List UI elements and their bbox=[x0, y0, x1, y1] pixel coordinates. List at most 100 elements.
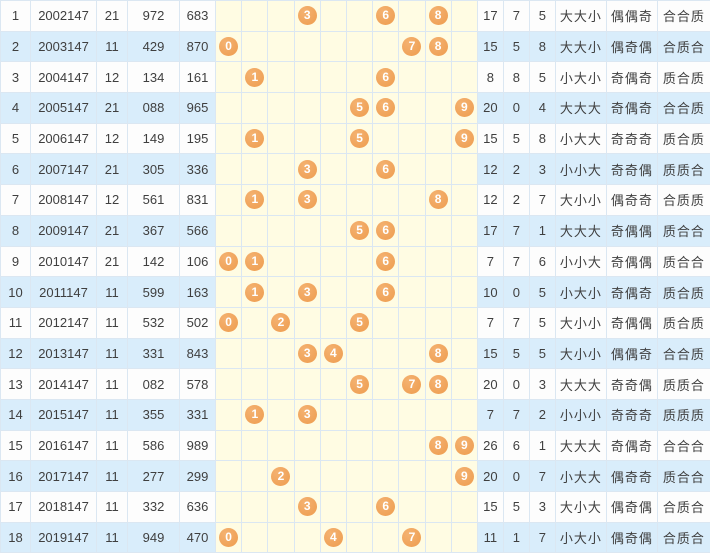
period-cell: 2004147 bbox=[30, 61, 97, 94]
ball-3: 3 bbox=[297, 343, 317, 363]
ball-9: 9 bbox=[454, 129, 474, 149]
ball-cell-1: 1 bbox=[241, 245, 269, 278]
ball-9: 9 bbox=[454, 435, 474, 455]
num2-cell: 502 bbox=[179, 306, 216, 339]
test-cell: 11 bbox=[96, 306, 128, 339]
ball-1: 1 bbox=[245, 282, 265, 302]
ball-cell-3: 3 bbox=[293, 153, 321, 186]
ball-cell-7 bbox=[398, 92, 426, 124]
num2-cell: 683 bbox=[179, 0, 216, 32]
ball-cell-5 bbox=[345, 245, 374, 278]
ball-cell-0 bbox=[214, 0, 243, 32]
trend-row-2004147: 3 2004147 12 134 161 1 6 8 8 5 小大小 奇偶奇 质合质 bbox=[0, 61, 710, 94]
parity-cell: 奇偶奇 bbox=[605, 276, 658, 308]
trend-row-2005147: 4 2005147 21 088 965 5 6 9 20 0 4 大大大 奇偶奇 合合质 bbox=[0, 92, 710, 124]
num1-cell: 355 bbox=[127, 398, 180, 431]
test-cell: 11 bbox=[96, 521, 128, 554]
ball-cell-1 bbox=[241, 429, 269, 462]
ball-cell-5 bbox=[345, 337, 374, 370]
size-cell: 大小大 bbox=[554, 491, 607, 523]
ball-cell-2 bbox=[267, 276, 295, 308]
span-cell: 5 bbox=[528, 61, 556, 94]
ball-7: 7 bbox=[402, 37, 422, 57]
ball-cell-5 bbox=[345, 491, 374, 523]
ball-cell-6: 6 bbox=[372, 491, 400, 523]
ball-cell-8 bbox=[424, 521, 452, 554]
ball-cell-8 bbox=[424, 92, 452, 124]
ball-cell-8: 8 bbox=[424, 429, 452, 462]
ball-cell-7 bbox=[398, 306, 426, 339]
num1-cell: 088 bbox=[127, 92, 180, 124]
ball-cell-9 bbox=[450, 521, 478, 554]
ball-cell-7 bbox=[398, 429, 426, 462]
parity-cell: 偶奇偶 bbox=[605, 491, 658, 523]
ball-cell-5 bbox=[345, 460, 374, 492]
ball-cell-9 bbox=[450, 491, 478, 523]
tail-cell: 7 bbox=[502, 0, 530, 32]
prime-cell: 质合合 bbox=[656, 245, 710, 278]
size-cell: 大小小 bbox=[554, 306, 607, 339]
ball-cell-2 bbox=[267, 122, 295, 155]
sum-cell: 20 bbox=[476, 368, 504, 400]
ball-cell-4: 4 bbox=[319, 521, 347, 554]
ball-3: 3 bbox=[297, 190, 317, 210]
ball-cell-9 bbox=[450, 153, 478, 186]
size-cell: 大大大 bbox=[554, 92, 607, 124]
prime-cell: 质质合 bbox=[656, 368, 710, 400]
parity-cell: 偶奇奇 bbox=[605, 460, 658, 492]
ball-1: 1 bbox=[245, 67, 265, 87]
span-cell: 3 bbox=[528, 491, 556, 523]
tail-cell: 5 bbox=[502, 491, 530, 523]
ball-cell-5: 5 bbox=[345, 122, 374, 155]
ball-cell-5 bbox=[345, 153, 374, 186]
num1-cell: 332 bbox=[127, 491, 180, 523]
ball-cell-3 bbox=[293, 306, 321, 339]
ball-cell-2 bbox=[267, 491, 295, 523]
ball-cell-6 bbox=[372, 184, 400, 216]
ball-1: 1 bbox=[245, 251, 265, 271]
ball-cell-6 bbox=[372, 429, 400, 462]
trend-row-2019147: 18 2019147 11 949 470 0 4 7 11 1 7 小大小 偶奇偶 合质合 bbox=[0, 521, 710, 554]
trend-row-2008147: 7 2008147 12 561 831 1 3 8 12 2 7 大小小 偶奇奇 合质质 bbox=[0, 184, 710, 216]
num2-cell: 163 bbox=[179, 276, 216, 308]
idx-cell: 3 bbox=[0, 61, 31, 94]
ball-2: 2 bbox=[271, 313, 291, 333]
parity-cell: 奇奇奇 bbox=[605, 122, 658, 155]
period-cell: 2012147 bbox=[30, 306, 97, 339]
tail-cell: 6 bbox=[502, 429, 530, 462]
ball-cell-4 bbox=[319, 398, 347, 431]
ball-cell-3 bbox=[293, 92, 321, 124]
ball-cell-8: 8 bbox=[424, 368, 452, 400]
ball-cell-5 bbox=[345, 276, 374, 308]
prime-cell: 合合质 bbox=[656, 0, 710, 32]
ball-5: 5 bbox=[350, 374, 370, 394]
trend-row-2017147: 16 2017147 11 277 299 2 9 20 0 7 小大大 偶奇奇 质合合 bbox=[0, 460, 710, 492]
num2-cell: 578 bbox=[179, 368, 216, 400]
ball-cell-5 bbox=[345, 398, 374, 431]
trend-row-2015147: 14 2015147 11 355 331 1 3 7 7 2 小小小 奇奇奇 质质质 bbox=[0, 398, 710, 431]
period-cell: 2015147 bbox=[30, 398, 97, 431]
ball-cell-6: 6 bbox=[372, 276, 400, 308]
period-cell: 2008147 bbox=[30, 184, 97, 216]
parity-cell: 奇偶奇 bbox=[605, 92, 658, 124]
parity-cell: 奇偶偶 bbox=[605, 306, 658, 339]
ball-cell-8 bbox=[424, 245, 452, 278]
ball-cell-1 bbox=[241, 0, 269, 32]
ball-cell-8 bbox=[424, 276, 452, 308]
parity-cell: 偶偶奇 bbox=[605, 337, 658, 370]
span-cell: 8 bbox=[528, 30, 556, 63]
ball-cell-6 bbox=[372, 398, 400, 431]
num1-cell: 972 bbox=[127, 0, 180, 32]
period-cell: 2013147 bbox=[30, 337, 97, 370]
test-cell: 12 bbox=[96, 184, 128, 216]
trend-row-2011147: 10 2011147 11 599 163 1 3 6 10 0 5 小大小 奇偶奇 质合质 bbox=[0, 276, 710, 308]
idx-cell: 1 bbox=[0, 0, 31, 32]
ball-cell-7 bbox=[398, 398, 426, 431]
idx-cell: 4 bbox=[0, 92, 31, 124]
test-cell: 21 bbox=[96, 0, 128, 32]
size-cell: 小小大 bbox=[554, 153, 607, 186]
period-cell: 2016147 bbox=[30, 429, 97, 462]
ball-cell-0 bbox=[214, 429, 243, 462]
num1-cell: 142 bbox=[127, 245, 180, 278]
ball-cell-9 bbox=[450, 30, 478, 63]
